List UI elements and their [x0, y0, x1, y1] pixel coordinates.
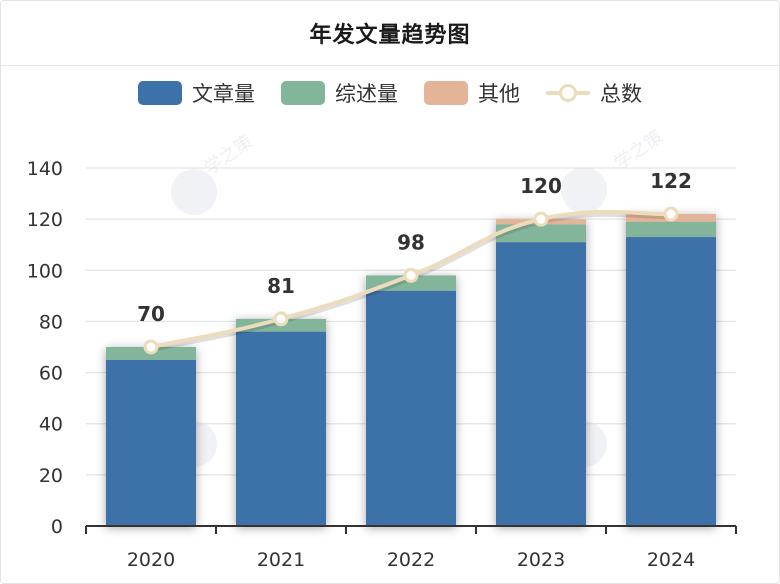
- legend: 文章量 综述量 其他 总数: [1, 75, 779, 111]
- x-tick-label: 2024: [647, 549, 695, 571]
- bar-articles[interactable]: [366, 290, 456, 526]
- legend-item-total[interactable]: 总数: [546, 78, 642, 108]
- y-tick-label: 0: [51, 516, 63, 538]
- data-label: 122: [650, 169, 692, 193]
- legend-item-others[interactable]: 其他: [424, 78, 520, 108]
- legend-swatch-reviews: [281, 81, 325, 105]
- bar-reviews[interactable]: [366, 275, 456, 291]
- legend-label-others: 其他: [478, 82, 520, 106]
- y-tick-label: 60: [39, 363, 63, 385]
- y-tick-label: 100: [27, 260, 63, 282]
- x-tick-label: 2022: [387, 549, 435, 571]
- total-point: [273, 311, 289, 327]
- data-label: 98: [397, 230, 425, 254]
- bar-stack: [626, 214, 716, 527]
- bar-stack: [106, 347, 196, 526]
- legend-swatch-others: [424, 81, 468, 105]
- bar-articles[interactable]: [106, 359, 196, 526]
- bar-stack: [496, 219, 586, 526]
- data-label: 70: [137, 302, 165, 326]
- y-tick-label: 20: [39, 465, 63, 487]
- y-tick-label: 40: [39, 414, 63, 436]
- legend-swatch-articles: [138, 81, 182, 105]
- x-tick-label: 2023: [517, 549, 565, 571]
- y-tick-label: 140: [27, 158, 63, 180]
- bar-reviews[interactable]: [496, 224, 586, 243]
- bar-stack: [236, 318, 326, 526]
- data-label: 120: [520, 174, 562, 198]
- total-point: [663, 206, 679, 222]
- total-point: [533, 211, 549, 227]
- bar-articles[interactable]: [496, 242, 586, 526]
- total-point: [143, 339, 159, 355]
- bar-articles[interactable]: [626, 237, 716, 527]
- legend-label-reviews: 综述量: [335, 82, 398, 106]
- legend-item-reviews[interactable]: 综述量: [281, 78, 398, 108]
- y-tick-label: 80: [39, 311, 63, 333]
- legend-label-total: 总数: [600, 82, 642, 106]
- bar-stack: [366, 275, 456, 526]
- y-tick-label: 120: [27, 209, 63, 231]
- legend-item-articles[interactable]: 文章量: [138, 78, 255, 108]
- total-point: [403, 267, 419, 283]
- legend-label-articles: 文章量: [192, 82, 255, 106]
- x-tick-label: 2021: [257, 549, 305, 571]
- x-tick-label: 2020: [127, 549, 175, 571]
- bar-articles[interactable]: [236, 331, 326, 526]
- legend-swatch-total: [546, 81, 590, 105]
- data-label: 81: [267, 274, 295, 298]
- title-bar: 年发文量趋势图: [1, 1, 779, 66]
- chart-title: 年发文量趋势图: [309, 23, 471, 48]
- bar-reviews[interactable]: [626, 221, 716, 238]
